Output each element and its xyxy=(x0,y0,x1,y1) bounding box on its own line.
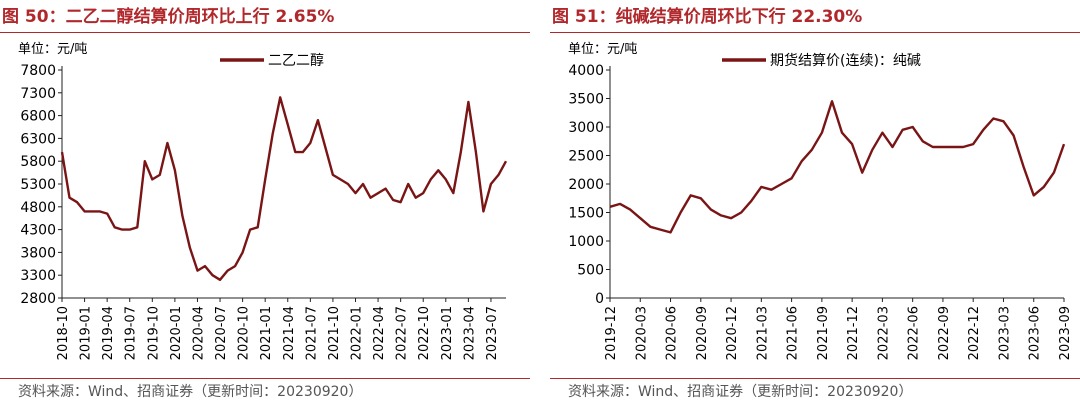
x-tick-label: 2020-12 xyxy=(725,306,740,360)
y-tick-label: 2000 xyxy=(568,177,604,193)
x-tick-label: 2022-06 xyxy=(907,306,922,360)
x-tick-label: 2022-09 xyxy=(937,306,952,360)
x-tick-label: 2021-12 xyxy=(846,306,861,360)
x-tick-label: 2021-04 xyxy=(282,306,297,360)
x-tick-label: 2020-07 xyxy=(214,306,229,360)
y-tick-label: 3500 xyxy=(568,92,604,108)
unit-label: 单位：元/吨 xyxy=(18,42,87,57)
x-tick-label: 2023-06 xyxy=(1028,306,1043,360)
source-note: 资料来源：Wind、招商证券（更新时间：20230920） xyxy=(568,384,913,400)
title-rule xyxy=(0,32,530,33)
x-tick-label: 2020-03 xyxy=(634,306,649,360)
chart-panel-left: 图 50：二乙二醇结算价周环比上行 2.65% 单位：元/吨二乙二醇 2800 33… xyxy=(0,0,530,406)
y-tick-label: 4000 xyxy=(568,63,604,79)
y-tick-label: 7300 xyxy=(20,86,56,102)
y-tick-label: 4300 xyxy=(20,223,56,239)
x-tick-label: 2021-06 xyxy=(786,306,801,360)
y-tick-label: 5800 xyxy=(20,154,56,170)
x-tick-label: 2022-01 xyxy=(349,306,364,360)
title-rule xyxy=(550,32,1080,33)
x-tick-label: 2021-01 xyxy=(259,306,274,360)
unit-label: 单位：元/吨 xyxy=(568,42,637,57)
x-tick-label: 2021-09 xyxy=(816,306,831,360)
y-tick-label: 1500 xyxy=(568,206,604,222)
x-tick-label: 2019-01 xyxy=(79,306,94,360)
source-rule xyxy=(0,378,530,379)
x-tick-label: 2019-04 xyxy=(101,306,116,360)
legend-label: 二乙二醇 xyxy=(268,52,324,69)
x-tick-label: 2018-10 xyxy=(56,306,71,360)
y-tick-label: 7800 xyxy=(20,63,56,79)
x-tick-label: 2019-12 xyxy=(604,306,619,360)
x-tick-label: 2021-07 xyxy=(304,306,319,360)
x-tick-label: 2020-09 xyxy=(695,306,710,360)
x-tick-label: 2020-04 xyxy=(191,306,206,360)
x-tick-label: 2022-10 xyxy=(417,306,432,360)
x-tick-label: 2023-01 xyxy=(440,306,455,360)
y-tick-label: 6300 xyxy=(20,131,56,147)
y-tick-label: 2800 xyxy=(20,291,56,307)
y-tick-label: 3000 xyxy=(568,120,604,136)
y-tick-label: 3300 xyxy=(20,268,56,284)
x-tick-label: 2022-03 xyxy=(876,306,891,360)
x-tick-label: 2019-07 xyxy=(124,306,139,360)
x-tick-label: 2020-10 xyxy=(237,306,252,360)
legend-label: 期货结算价(连续)：纯碱 xyxy=(770,52,921,69)
series-line xyxy=(609,100,1066,234)
y-tick-label: 2500 xyxy=(568,149,604,165)
x-tick-label: 2019-10 xyxy=(146,306,161,360)
chart-panel-right: 图 51：纯碱结算价周环比下行 22.30% 单位：元/吨期货结算价(连续)：纯… xyxy=(550,0,1080,406)
x-tick-label: 2020-01 xyxy=(169,306,184,360)
x-tick-label: 2022-12 xyxy=(967,306,982,360)
source-note: 资料来源：Wind、招商证券（更新时间：20230920） xyxy=(18,384,363,400)
x-tick-label: 2021-10 xyxy=(327,306,342,360)
x-tick-label: 2023-03 xyxy=(997,306,1012,360)
x-tick-label: 2022-07 xyxy=(395,306,410,360)
series-line xyxy=(60,96,508,281)
figure-title: 图 51：纯碱结算价周环比下行 22.30% xyxy=(552,7,863,27)
x-tick-label: 2021-03 xyxy=(755,306,770,360)
x-tick-label: 2023-07 xyxy=(485,306,500,360)
y-tick-label: 3800 xyxy=(20,245,56,261)
x-tick-label: 2023-09 xyxy=(1058,306,1073,360)
y-tick-label: 4800 xyxy=(20,200,56,216)
x-tick-label: 2023-04 xyxy=(462,306,477,360)
y-tick-label: 5300 xyxy=(20,177,56,193)
y-tick-label: 500 xyxy=(577,263,604,279)
x-tick-label: 2020-06 xyxy=(665,306,680,360)
y-tick-label: 0 xyxy=(595,291,604,307)
source-rule xyxy=(550,378,1080,379)
x-tick-label: 2022-04 xyxy=(372,306,387,360)
y-tick-label: 6800 xyxy=(20,109,56,125)
y-tick-label: 1000 xyxy=(568,234,604,250)
figure-title: 图 50：二乙二醇结算价周环比上行 2.65% xyxy=(2,7,335,27)
